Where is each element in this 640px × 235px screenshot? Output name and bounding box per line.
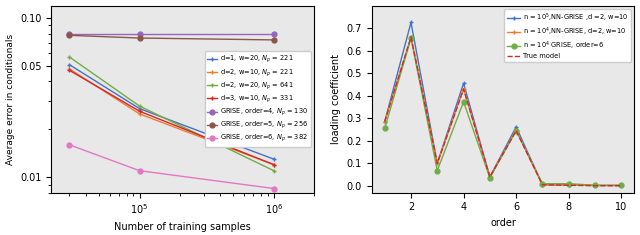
- GRISE, order=5, $N_p$ = 256: [65, 34, 73, 37]
- n = $10^4$,NN-GRISE, d=2, w=10: [433, 162, 441, 165]
- True model: [539, 183, 547, 186]
- d=2, w=10, $N_p$ = 221: [136, 113, 143, 115]
- Line: d=1, w=20, $N_p$ = 221: d=1, w=20, $N_p$ = 221: [67, 62, 276, 162]
- GRISE, order=6, $N_p$ = 382: [270, 187, 278, 190]
- n = $10^4$ GRISE, order=6: [381, 127, 388, 130]
- Line: d=3, w=10, $N_p$ = 331: d=3, w=10, $N_p$ = 331: [67, 68, 276, 167]
- True model: [381, 120, 388, 123]
- d=2, w=10, $N_p$ = 221: [270, 163, 278, 166]
- Line: GRISE, order=4, $N_p$ = 130: GRISE, order=4, $N_p$ = 130: [67, 32, 276, 37]
- True model: [512, 129, 520, 132]
- n = $10^5$,NN-GRISE ,d =2, w=10: [486, 176, 493, 178]
- Line: GRISE, order=5, $N_p$ = 256: GRISE, order=5, $N_p$ = 256: [67, 33, 276, 42]
- n = $10^4$,NN-GRISE, d=2, w=10: [381, 120, 388, 123]
- n = $10^5$,NN-GRISE ,d =2, w=10: [460, 82, 467, 85]
- Line: GRISE, order=6, $N_p$ = 382: GRISE, order=6, $N_p$ = 382: [67, 142, 276, 191]
- GRISE, order=6, $N_p$ = 382: [65, 143, 73, 146]
- GRISE, order=4, $N_p$ = 130: [65, 33, 73, 36]
- n = $10^4$ GRISE, order=6: [460, 100, 467, 103]
- d=3, w=10, $N_p$ = 331: [136, 110, 143, 113]
- n = $10^4$,NN-GRISE, d=2, w=10: [539, 183, 547, 186]
- n = $10^5$,NN-GRISE ,d =2, w=10: [433, 162, 441, 165]
- n = $10^4$,NN-GRISE, d=2, w=10: [512, 129, 520, 131]
- Y-axis label: loading coefficient: loading coefficient: [331, 54, 341, 144]
- n = $10^4$,NN-GRISE, d=2, w=10: [618, 184, 625, 187]
- Line: n = $10^4$ GRISE, order=6: n = $10^4$ GRISE, order=6: [382, 36, 624, 188]
- n = $10^5$,NN-GRISE ,d =2, w=10: [591, 184, 599, 187]
- d=1, w=20, $N_p$ = 221: [65, 63, 73, 66]
- n = $10^5$,NN-GRISE ,d =2, w=10: [381, 120, 388, 123]
- n = $10^4$ GRISE, order=6: [512, 129, 520, 132]
- n = $10^4$ GRISE, order=6: [618, 184, 625, 187]
- Line: True model: True model: [385, 37, 621, 186]
- d=2, w=20, $N_p$ = 641: [136, 105, 143, 108]
- n = $10^4$,NN-GRISE, d=2, w=10: [486, 176, 493, 178]
- GRISE, order=5, $N_p$ = 256: [136, 37, 143, 39]
- d=3, w=10, $N_p$ = 331: [65, 69, 73, 72]
- n = $10^4$ GRISE, order=6: [565, 182, 573, 185]
- n = $10^4$ GRISE, order=6: [433, 169, 441, 172]
- True model: [433, 162, 441, 165]
- d=1, w=20, $N_p$ = 221: [136, 107, 143, 110]
- n = $10^5$,NN-GRISE ,d =2, w=10: [407, 21, 415, 24]
- d=2, w=20, $N_p$ = 641: [270, 169, 278, 172]
- n = $10^4$ GRISE, order=6: [407, 37, 415, 40]
- GRISE, order=4, $N_p$ = 130: [136, 33, 143, 36]
- True model: [460, 88, 467, 90]
- GRISE, order=6, $N_p$ = 382: [136, 169, 143, 172]
- d=3, w=10, $N_p$ = 331: [270, 163, 278, 166]
- n = $10^5$,NN-GRISE ,d =2, w=10: [565, 183, 573, 186]
- n = $10^4$,NN-GRISE, d=2, w=10: [591, 184, 599, 187]
- Line: n = $10^5$,NN-GRISE ,d =2, w=10: n = $10^5$,NN-GRISE ,d =2, w=10: [382, 20, 624, 188]
- n = $10^4$ GRISE, order=6: [539, 182, 547, 185]
- n = $10^5$,NN-GRISE ,d =2, w=10: [512, 125, 520, 128]
- n = $10^5$,NN-GRISE ,d =2, w=10: [539, 183, 547, 186]
- Legend: d=1, w=20, $N_p$ = 221, d=2, w=10, $N_p$ = 221, d=2, w=20, $N_p$ = 641, d=3, w=1: d=1, w=20, $N_p$ = 221, d=2, w=10, $N_p$…: [205, 51, 311, 147]
- n = $10^4$ GRISE, order=6: [486, 176, 493, 179]
- True model: [407, 36, 415, 39]
- n = $10^4$,NN-GRISE, d=2, w=10: [565, 184, 573, 186]
- d=2, w=20, $N_p$ = 641: [65, 56, 73, 59]
- n = $10^4$,NN-GRISE, d=2, w=10: [460, 88, 467, 90]
- X-axis label: order: order: [490, 218, 516, 228]
- GRISE, order=4, $N_p$ = 130: [270, 33, 278, 36]
- Legend: n = $10^5$,NN-GRISE ,d =2, w=10, n = $10^4$,NN-GRISE, d=2, w=10, n = $10^4$ GRIS: n = $10^5$,NN-GRISE ,d =2, w=10, n = $10…: [504, 9, 631, 62]
- True model: [591, 184, 599, 187]
- n = $10^4$ GRISE, order=6: [591, 184, 599, 187]
- Y-axis label: Average error in conditionals: Average error in conditionals: [6, 34, 15, 165]
- True model: [565, 184, 573, 187]
- d=2, w=10, $N_p$ = 221: [65, 67, 73, 70]
- n = $10^5$,NN-GRISE ,d =2, w=10: [618, 184, 625, 187]
- Line: d=2, w=10, $N_p$ = 221: d=2, w=10, $N_p$ = 221: [67, 67, 276, 167]
- Line: d=2, w=20, $N_p$ = 641: d=2, w=20, $N_p$ = 641: [67, 55, 276, 173]
- True model: [618, 184, 625, 187]
- X-axis label: Number of training samples: Number of training samples: [115, 222, 251, 232]
- True model: [486, 176, 493, 178]
- d=1, w=20, $N_p$ = 221: [270, 158, 278, 161]
- GRISE, order=5, $N_p$ = 256: [270, 39, 278, 41]
- Line: n = $10^4$,NN-GRISE, d=2, w=10: n = $10^4$,NN-GRISE, d=2, w=10: [382, 35, 624, 188]
- n = $10^4$,NN-GRISE, d=2, w=10: [407, 36, 415, 39]
